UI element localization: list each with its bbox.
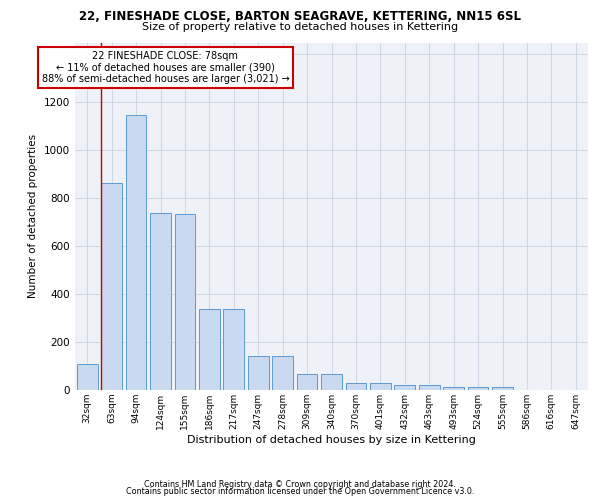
Bar: [370, 383, 391, 390]
Bar: [272, 356, 293, 390]
Bar: [443, 386, 464, 390]
Bar: [125, 115, 146, 390]
Text: Contains public sector information licensed under the Open Government Licence v3: Contains public sector information licen…: [126, 487, 474, 496]
Text: Size of property relative to detached houses in Kettering: Size of property relative to detached ho…: [142, 22, 458, 32]
Text: Contains HM Land Registry data © Crown copyright and database right 2024.: Contains HM Land Registry data © Crown c…: [144, 480, 456, 489]
Bar: [419, 384, 440, 390]
Text: 22, FINESHADE CLOSE, BARTON SEAGRAVE, KETTERING, NN15 6SL: 22, FINESHADE CLOSE, BARTON SEAGRAVE, KE…: [79, 10, 521, 24]
Bar: [394, 384, 415, 390]
Bar: [467, 386, 488, 390]
Text: 22 FINESHADE CLOSE: 78sqm
← 11% of detached houses are smaller (390)
88% of semi: 22 FINESHADE CLOSE: 78sqm ← 11% of detac…: [41, 51, 289, 84]
Bar: [199, 309, 220, 390]
Bar: [321, 374, 342, 390]
Bar: [150, 214, 171, 390]
Bar: [248, 356, 269, 390]
Bar: [175, 214, 196, 390]
X-axis label: Distribution of detached houses by size in Kettering: Distribution of detached houses by size …: [187, 434, 476, 444]
Bar: [296, 374, 317, 390]
Y-axis label: Number of detached properties: Number of detached properties: [28, 134, 38, 298]
Bar: [223, 309, 244, 390]
Bar: [101, 184, 122, 390]
Bar: [492, 386, 513, 390]
Bar: [346, 383, 367, 390]
Bar: [77, 364, 98, 390]
